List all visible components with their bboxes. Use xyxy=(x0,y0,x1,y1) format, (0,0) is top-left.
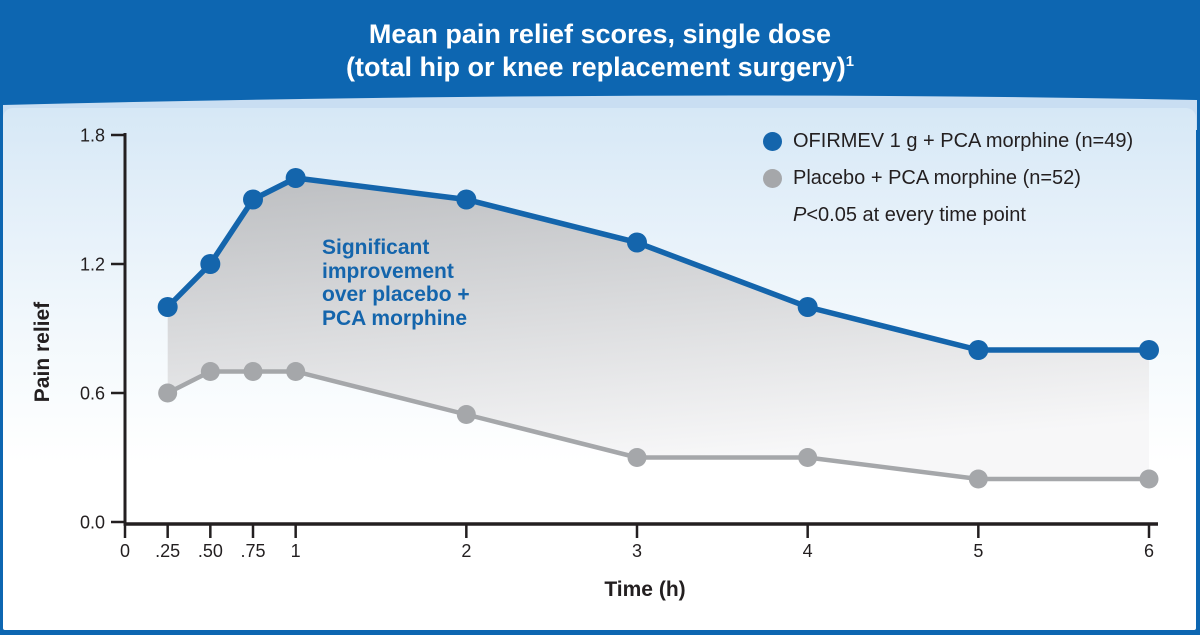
improvement-band xyxy=(167,178,1149,479)
chart-title-line1: Mean pain relief scores, single dose xyxy=(368,19,832,49)
ofirmev-point xyxy=(157,297,178,317)
ofirmev-point xyxy=(285,168,306,188)
x-tick-label: .50 xyxy=(198,541,223,561)
p-value-symbol: P xyxy=(793,204,807,226)
placebo-point xyxy=(798,448,818,467)
chart-title-line2-text: (total hip or knee replacement surgery) xyxy=(346,51,846,82)
p-value-note: P<0.05 at every time point xyxy=(793,204,1133,227)
ofirmev-point xyxy=(456,189,477,210)
legend-item-ofirmev: OFIRMEV 1 g + PCA morphine (n=49) xyxy=(763,130,1133,153)
ofirmev-point xyxy=(243,189,263,210)
ofirmev-point xyxy=(627,232,647,253)
y-tick-label: 0.0 xyxy=(80,513,105,533)
x-tick-label: .75 xyxy=(240,541,265,561)
legend: OFIRMEV 1 g + PCA morphine (n=49) Placeb… xyxy=(763,130,1133,227)
x-tick-label: 6 xyxy=(1144,541,1154,561)
placebo-point xyxy=(243,362,263,381)
x-tick-label: 4 xyxy=(803,541,813,561)
placebo-point xyxy=(200,362,220,381)
significance-annotation: Significant improvement over placebo + P… xyxy=(322,236,470,331)
y-tick-label: 0.6 xyxy=(80,384,105,404)
x-tick-label: 0 xyxy=(120,541,130,561)
placebo-point xyxy=(456,405,476,424)
ofirmev-point xyxy=(200,254,221,274)
y-tick-label: 1.8 xyxy=(80,126,105,146)
x-tick-label: 3 xyxy=(632,541,642,561)
x-tick-label: 5 xyxy=(973,541,983,561)
y-axis-title: Pain relief xyxy=(31,301,54,403)
placebo-point xyxy=(286,362,306,381)
chart-header: Mean pain relief scores, single dose (to… xyxy=(0,0,1200,84)
chart-title-line2: (total hip or knee replacement surgery)1 xyxy=(0,51,1200,84)
ofirmev-point xyxy=(968,340,989,360)
placebo-series-swatch-icon xyxy=(763,169,782,188)
placebo-point xyxy=(1139,469,1159,489)
reference-superscript: 1 xyxy=(845,53,854,70)
ofirmev-series-swatch-icon xyxy=(763,132,782,151)
legend-item-placebo: Placebo + PCA morphine (n=52) xyxy=(763,167,1133,190)
x-axis-title: Time (h) xyxy=(604,578,686,601)
placebo-point xyxy=(627,448,647,467)
x-tick-label: .25 xyxy=(155,541,180,561)
placebo-point xyxy=(968,469,988,489)
ofirmev-point xyxy=(797,297,818,317)
legend-label-placebo: Placebo + PCA morphine (n=52) xyxy=(793,167,1081,189)
placebo-point xyxy=(158,383,178,403)
ofirmev-point xyxy=(1139,340,1159,360)
p-value-text: <0.05 at every time point xyxy=(806,204,1026,226)
y-tick-label: 1.2 xyxy=(80,255,105,275)
legend-label-ofirmev: OFIRMEV 1 g + PCA morphine (n=49) xyxy=(793,130,1134,152)
x-tick-label: 1 xyxy=(291,541,301,561)
x-tick-label: 2 xyxy=(461,541,471,561)
